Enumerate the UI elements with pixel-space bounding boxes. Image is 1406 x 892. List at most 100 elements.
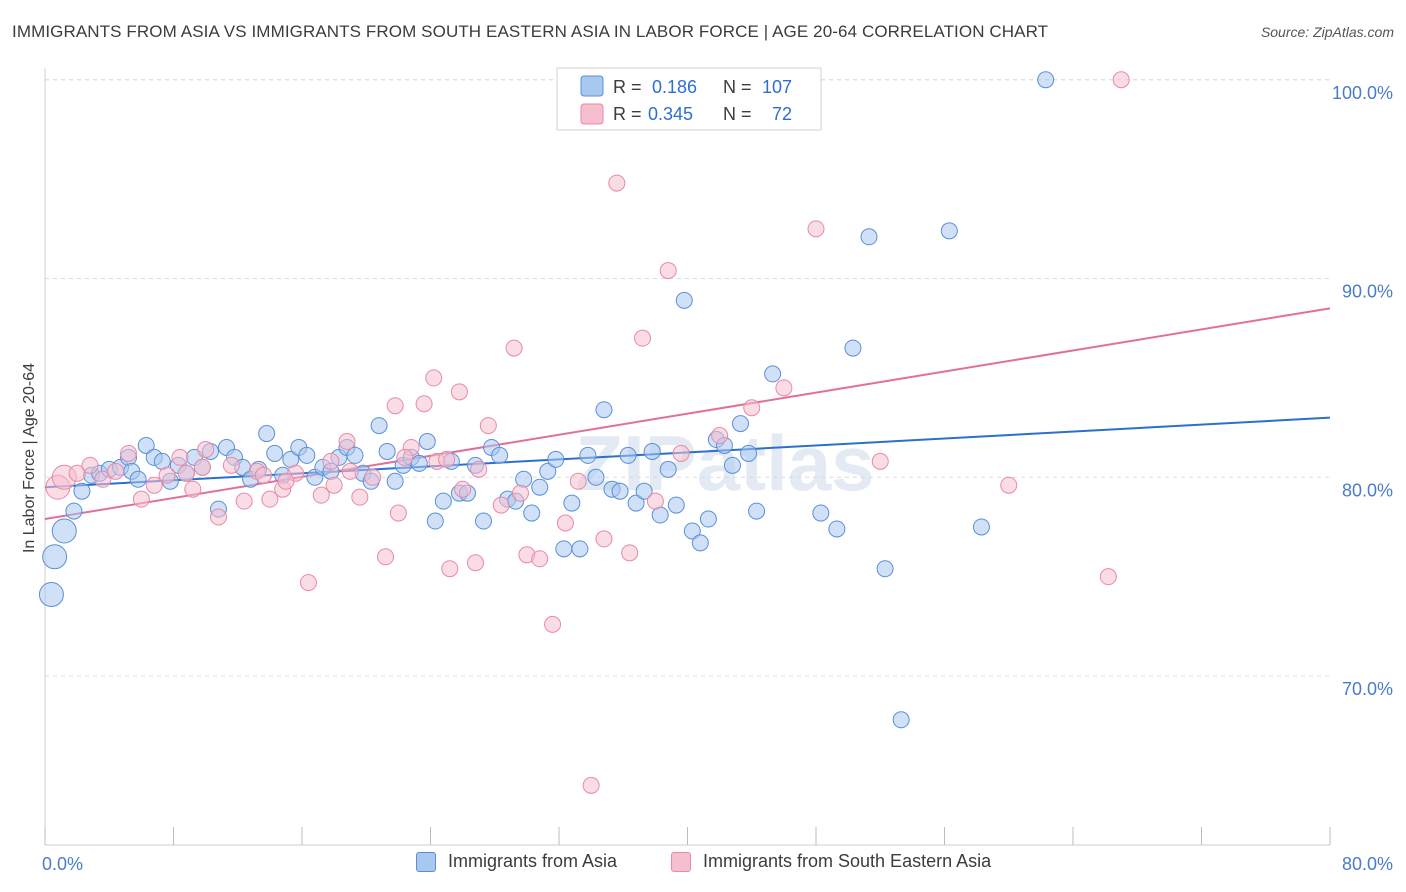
asia-point: [892, 711, 910, 729]
asia-point: [876, 560, 894, 578]
tick-labels: 70.0% 80.0% 90.0% 100.0% 0.0% 80.0%: [42, 83, 1393, 874]
asia-point: [65, 502, 83, 520]
sea-point: [743, 399, 761, 417]
sea-point: [184, 480, 202, 498]
asia-point: [723, 456, 741, 474]
sea-point: [277, 472, 295, 490]
sea-point: [209, 508, 227, 526]
sea-point: [711, 427, 729, 445]
asia-point: [748, 502, 766, 520]
asia-point: [563, 494, 581, 512]
asia-point: [386, 472, 404, 490]
sea-point: [338, 433, 356, 451]
sea-point: [871, 452, 889, 470]
sea-point: [569, 472, 587, 490]
sea-point: [425, 369, 443, 387]
sea-point: [171, 448, 189, 466]
legend-label-asia: Immigrants from Asia: [448, 851, 618, 871]
sea-point: [544, 615, 562, 633]
sea-point: [1112, 71, 1130, 89]
asia-point: [434, 492, 452, 510]
asia-point: [667, 496, 685, 514]
sea-point: [450, 383, 468, 401]
asia-point: [129, 470, 147, 488]
asia-point: [619, 446, 637, 464]
sea-point: [222, 456, 240, 474]
sea-point: [177, 464, 195, 482]
sea-point: [505, 339, 523, 357]
asia-point: [42, 544, 68, 570]
grid-lines: [45, 79, 1330, 677]
legend-n-label-sea: N =: [723, 104, 752, 124]
asia-point: [426, 512, 444, 530]
asia-point: [418, 433, 436, 451]
legend-item-sea: Immigrants from South Eastern Asia: [671, 851, 991, 872]
sea-point: [441, 560, 459, 578]
sea-point: [322, 452, 340, 470]
sea-point: [325, 476, 343, 494]
sea-point: [158, 466, 176, 484]
sea-point: [1099, 568, 1117, 586]
sea-point: [582, 776, 600, 794]
asia-point: [475, 512, 493, 530]
asia-point: [258, 425, 276, 443]
asia-point: [1037, 71, 1055, 89]
sea-point: [235, 492, 253, 510]
legend-r-label-asia: R =: [613, 77, 642, 97]
sea-point: [94, 470, 112, 488]
sea-point: [634, 329, 652, 347]
asia-point: [555, 540, 573, 558]
asia-point: [38, 582, 64, 608]
asia-point: [531, 478, 549, 496]
sea-point: [351, 488, 369, 506]
source-credit: Source: ZipAtlas.com: [1260, 24, 1394, 40]
sea-point: [775, 379, 793, 397]
asia-point: [346, 446, 364, 464]
asia-point: [595, 401, 613, 419]
y-tick-label-0: 70.0%: [1342, 679, 1393, 699]
sea-point: [107, 462, 125, 480]
asia-point: [675, 291, 693, 309]
asia-point: [740, 444, 758, 462]
axes: [44, 68, 1331, 846]
asia-point: [370, 417, 388, 435]
asia-point: [940, 222, 958, 240]
asia-point: [691, 534, 709, 552]
asia-point: [523, 504, 541, 522]
asia-point: [972, 518, 990, 536]
asia-point: [378, 442, 396, 460]
asia-point: [51, 518, 77, 544]
sea-point: [312, 486, 330, 504]
sea-point: [68, 464, 86, 482]
asia-point: [515, 470, 533, 488]
sea-point: [81, 456, 99, 474]
sea-point: [120, 444, 138, 462]
sea-point: [659, 262, 677, 280]
legend-swatch-sea-bottom: [671, 851, 691, 872]
asia-point: [547, 450, 565, 468]
series-sea-points: [45, 71, 1130, 794]
asia-point: [627, 494, 645, 512]
sea-point: [197, 440, 215, 458]
asia-point: [643, 442, 661, 460]
sea-point: [511, 484, 529, 502]
sea-point: [466, 554, 484, 572]
asia-point: [828, 520, 846, 538]
sea-point: [415, 395, 433, 413]
asia-point: [860, 228, 878, 246]
legend-swatch-sea: [580, 103, 604, 125]
legend-swatch-asia-bottom: [416, 851, 436, 872]
sea-point: [261, 490, 279, 508]
sea-point: [145, 476, 163, 494]
legend-swatch-asia: [580, 75, 604, 97]
sea-point: [672, 444, 690, 462]
sea-point: [132, 490, 150, 508]
sea-point: [1000, 476, 1018, 494]
bottom-legend: Immigrants from Asia Immigrants from Sou…: [0, 851, 1406, 879]
asia-point: [73, 482, 91, 500]
y-axis-label: In Labor Force | Age 20-64: [21, 363, 38, 553]
y-tick-label-3: 100.0%: [1332, 83, 1393, 103]
trend-line-sea: [44, 307, 1331, 521]
asia-point: [298, 446, 316, 464]
